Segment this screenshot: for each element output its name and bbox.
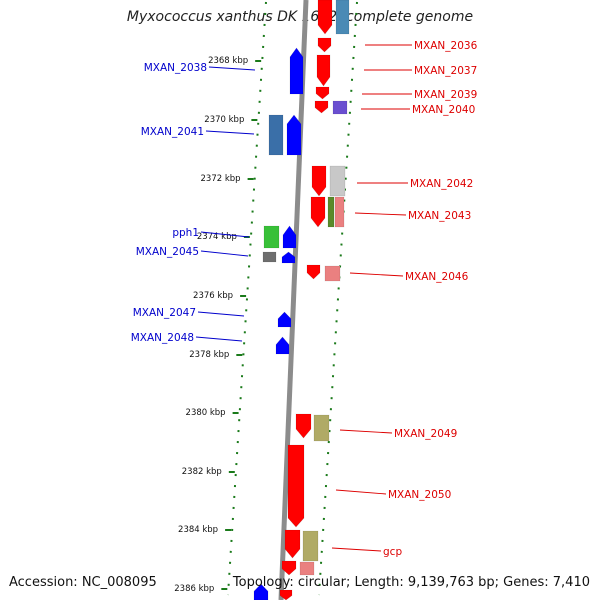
label-group: MXAN_2038 MXAN_2041 pph1 MXAN_2045 MXAN_2047… xyxy=(131,40,478,558)
leader-line xyxy=(339,429,393,434)
gene-label: MXAN_2039 xyxy=(414,89,477,101)
gene-arrow xyxy=(302,530,319,562)
gene-arrow xyxy=(324,265,341,282)
gene-arrow xyxy=(281,251,296,264)
gene-arrow xyxy=(282,225,297,249)
genome-summary-text: Topology: circular; Length: 9,139,763 bp… xyxy=(232,575,590,590)
gene-arrow xyxy=(327,196,335,228)
gene-arrow xyxy=(286,114,302,156)
gene-label: MXAN_2050 xyxy=(388,489,451,501)
gene-arrow xyxy=(287,444,305,528)
gene-label: MXAN_2045 xyxy=(136,246,199,258)
outer-left-guide xyxy=(227,1,267,596)
gene-arrow xyxy=(317,37,332,53)
leader-line xyxy=(349,272,404,277)
outer-right-guide xyxy=(318,1,358,596)
gene-label: MXAN_2047 xyxy=(133,307,196,319)
gene-arrow xyxy=(313,414,330,442)
gene-group xyxy=(253,0,350,600)
tick-label: 2380 kbp xyxy=(186,408,226,418)
gene-arrow xyxy=(263,225,280,249)
tick-label: 2384 kbp xyxy=(178,525,218,535)
leader-line xyxy=(205,130,255,135)
gene-arrow xyxy=(284,529,301,559)
leader-line xyxy=(200,231,250,238)
gene-arrow xyxy=(275,336,290,355)
gene-label: MXAN_2046 xyxy=(405,271,469,283)
gene-arrow xyxy=(295,413,312,439)
genome-backbone xyxy=(278,0,309,600)
gene-arrow xyxy=(281,560,297,576)
gene-label: MXAN_2049 xyxy=(394,428,457,440)
gene-label: MXAN_2043 xyxy=(408,210,471,222)
gene-label: MXAN_2048 xyxy=(131,332,194,344)
gene-label: pph1 xyxy=(172,227,199,239)
gene-arrow xyxy=(279,589,293,600)
gene-arrow xyxy=(334,196,345,228)
gene-arrow xyxy=(329,165,346,197)
tick-label: 2376 kbp xyxy=(193,291,233,301)
gene-arrow xyxy=(277,311,292,328)
tick-label: 2386 kbp xyxy=(174,584,214,594)
leader-line xyxy=(331,547,382,552)
gene-arrow xyxy=(316,54,331,87)
tick-label: 2368 kbp xyxy=(208,56,248,66)
gene-arrow xyxy=(332,100,348,115)
gene-label: MXAN_2036 xyxy=(414,40,478,52)
tick-label: 2382 kbp xyxy=(182,467,222,477)
gene-arrow xyxy=(314,100,329,114)
tick-label: 2370 kbp xyxy=(204,115,244,125)
leader-line xyxy=(208,66,256,71)
gene-arrow xyxy=(317,0,333,35)
accession-text: Accession: NC_008095 xyxy=(9,575,157,590)
leader-line xyxy=(335,489,387,495)
gene-arrow xyxy=(268,114,284,156)
gene-arrow xyxy=(306,264,321,280)
gene-arrow xyxy=(289,47,304,95)
gene-label: MXAN_2038 xyxy=(144,62,207,74)
tick-group: 2368 kbp 2370 kbp 2372 kbp 2374 kbp 2376 kbp… xyxy=(174,56,262,594)
gene-arrow xyxy=(262,251,277,263)
gene-label: MXAN_2041 xyxy=(141,126,204,138)
leader-line xyxy=(200,250,249,257)
gene-arrow xyxy=(311,165,327,197)
leader-line xyxy=(354,212,407,216)
gene-label: MXAN_2042 xyxy=(410,178,473,190)
gene-arrow xyxy=(310,196,326,228)
map-title: Myxococcus xanthus DK 1622, complete gen… xyxy=(126,9,474,25)
leader-line xyxy=(197,311,245,317)
gene-label: gcp xyxy=(383,546,402,558)
tick-label: 2374 kbp xyxy=(197,232,237,242)
gene-arrow xyxy=(315,86,330,100)
gene-label: MXAN_2040 xyxy=(412,104,475,116)
leader-line xyxy=(195,336,243,342)
gene-arrow xyxy=(253,583,269,600)
gene-arrow xyxy=(335,0,350,35)
tick-label: 2378 kbp xyxy=(189,350,229,360)
gene-label: MXAN_2037 xyxy=(414,65,477,77)
tick-label: 2372 kbp xyxy=(201,174,241,184)
gene-arrow xyxy=(299,561,315,576)
